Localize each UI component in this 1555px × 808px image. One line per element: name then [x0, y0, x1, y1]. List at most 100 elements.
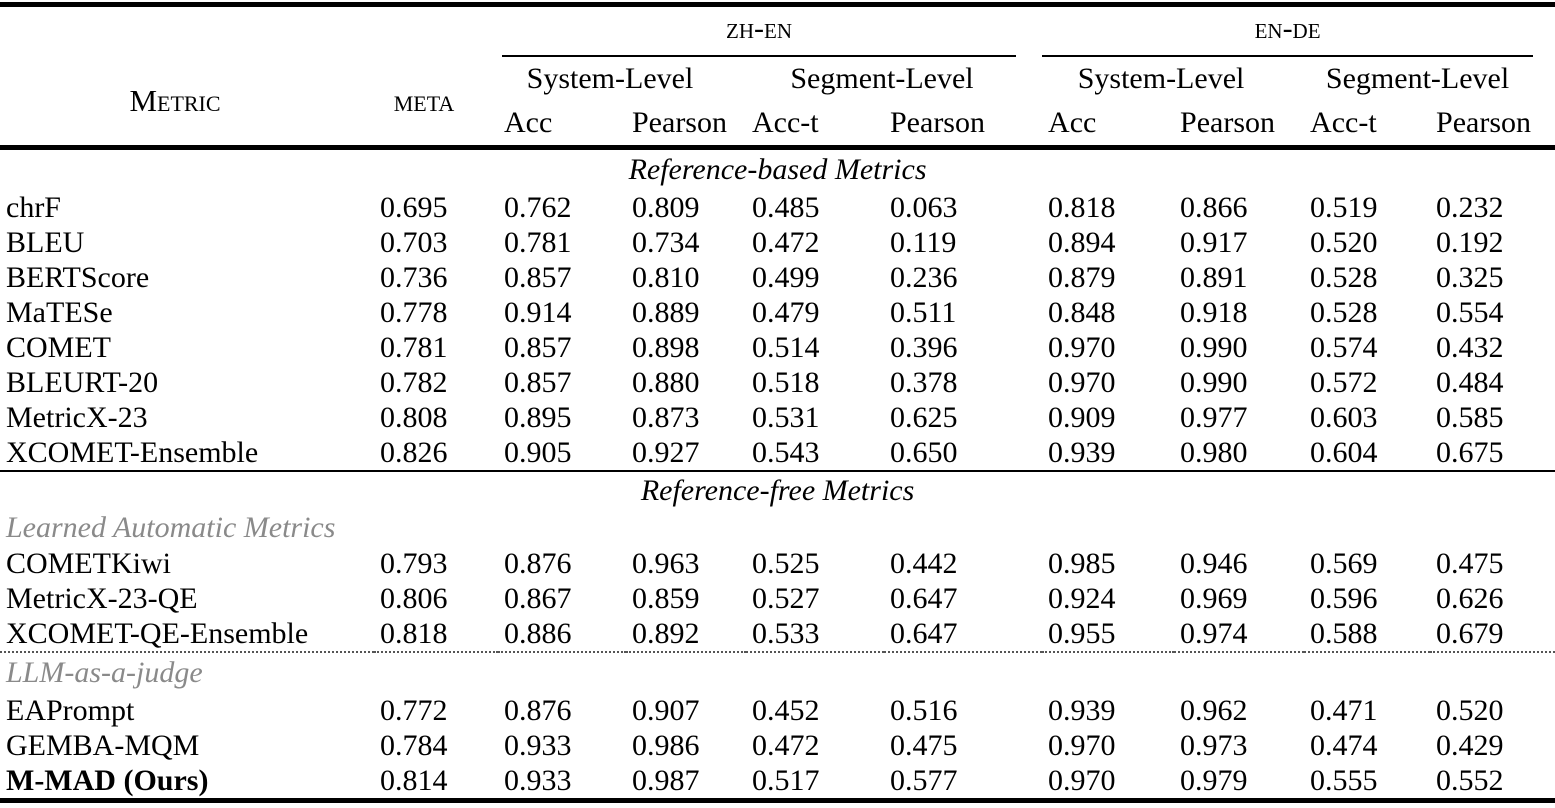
value-cell: 0.963 — [632, 546, 700, 580]
value-cell: 0.378 — [890, 365, 958, 399]
value-cell: 0.939 — [1048, 435, 1116, 469]
value-cell: 0.528 — [1310, 260, 1378, 294]
value-cell: 0.876 — [504, 693, 572, 727]
value-cell: 0.063 — [890, 190, 958, 224]
column-header-meta: meta — [393, 83, 455, 118]
value-cell: 0.236 — [890, 260, 958, 294]
value-cell: 0.917 — [1180, 225, 1248, 259]
value-cell: 0.818 — [380, 616, 448, 650]
metric-name-cell: EAPrompt — [6, 693, 135, 727]
value-cell: 0.533 — [752, 616, 820, 650]
value-cell: 0.647 — [890, 581, 958, 615]
value-cell: 0.907 — [632, 693, 700, 727]
value-cell: 0.955 — [1048, 616, 1116, 650]
value-cell: 0.572 — [1310, 365, 1378, 399]
value-cell: 0.519 — [1310, 190, 1378, 224]
value-cell: 0.990 — [1180, 365, 1248, 399]
table-row: MetricX-23 0.808 0.895 0.873 0.531 0.625 0.909… — [0, 400, 1555, 435]
table-row: XCOMET-QE-Ensemble 0.818 0.886 0.892 0.533 0.… — [0, 616, 1555, 652]
table-row: MetricX-23-QE 0.806 0.867 0.859 0.527 0.647 0.… — [0, 581, 1555, 616]
value-cell: 0.973 — [1180, 728, 1248, 762]
value-cell: 0.588 — [1310, 616, 1378, 650]
metric-name-cell: chrF — [6, 190, 61, 224]
subsection-label: Learned Automatic Metrics — [6, 511, 336, 544]
value-cell: 0.675 — [1436, 435, 1504, 469]
value-cell: 0.772 — [380, 693, 448, 727]
value-cell: 0.429 — [1436, 728, 1504, 762]
value-cell: 0.484 — [1436, 365, 1504, 399]
metric-name-cell: BLEU — [6, 225, 85, 259]
de-segment-level-header: Segment-Level — [1325, 62, 1510, 95]
value-cell: 0.857 — [504, 365, 572, 399]
value-cell: 0.962 — [1180, 693, 1248, 727]
value-cell: 0.859 — [632, 581, 700, 615]
value-cell: 0.969 — [1180, 581, 1248, 615]
value-cell: 0.891 — [1180, 260, 1248, 294]
value-cell: 0.528 — [1310, 295, 1378, 329]
value-cell: 0.866 — [1180, 190, 1248, 224]
value-cell: 0.734 — [632, 225, 700, 259]
group-header-en-de: en-de — [1042, 5, 1555, 57]
value-cell: 0.985 — [1048, 546, 1116, 580]
value-cell: 0.679 — [1436, 616, 1504, 650]
value-cell: 0.703 — [380, 225, 448, 259]
value-cell: 0.514 — [752, 330, 820, 364]
value-cell: 0.939 — [1048, 693, 1116, 727]
value-cell: 0.793 — [380, 546, 448, 580]
value-cell: 0.232 — [1436, 190, 1504, 224]
value-cell: 0.886 — [504, 616, 572, 650]
section-title: Reference-free Metrics — [0, 470, 1555, 510]
section-title-row: Reference-based Metrics — [0, 148, 1555, 191]
group-label-zh-en: zh-en — [502, 12, 1017, 57]
section-title-row: Reference-free Metrics — [0, 470, 1555, 510]
table-header: zh-en en-de Metric meta System-Level Seg… — [0, 5, 1555, 148]
value-cell: 0.520 — [1310, 225, 1378, 259]
table-row: GEMBA-MQM 0.784 0.933 0.986 0.472 0.475 0.970 0… — [0, 728, 1555, 763]
group-header-zh-en: zh-en — [498, 5, 1042, 57]
group-label-en-de: en-de — [1042, 12, 1534, 57]
value-cell: 0.895 — [504, 400, 572, 434]
value-cell: 0.808 — [380, 400, 448, 434]
table-row: COMET 0.781 0.857 0.898 0.514 0.396 0.970 0.990… — [0, 330, 1555, 365]
header-spacer — [0, 5, 498, 58]
value-cell: 0.695 — [380, 190, 448, 224]
value-cell: 0.974 — [1180, 616, 1248, 650]
metric-name-cell: COMET — [6, 330, 111, 364]
value-cell: 0.778 — [380, 295, 448, 329]
value-cell: 0.525 — [752, 546, 820, 580]
column-header-metric: Metric — [129, 83, 221, 118]
value-cell: 0.980 — [1180, 435, 1248, 469]
value-cell: 0.475 — [890, 728, 958, 762]
value-cell: 0.909 — [1048, 400, 1116, 434]
value-cell: 0.876 — [504, 546, 572, 580]
value-cell: 0.781 — [504, 225, 572, 259]
value-cell: 0.554 — [1436, 295, 1504, 329]
value-cell: 0.520 — [1436, 693, 1504, 727]
metric-name-cell: MetricX-23 — [6, 400, 148, 434]
value-cell: 0.933 — [504, 728, 572, 762]
value-cell: 0.784 — [380, 728, 448, 762]
value-cell: 0.810 — [632, 260, 700, 294]
metric-name-cell: COMETKiwi — [6, 546, 171, 580]
value-cell: 0.650 — [890, 435, 958, 469]
value-cell: 0.848 — [1048, 295, 1116, 329]
value-cell: 0.527 — [752, 581, 820, 615]
value-cell: 0.781 — [380, 330, 448, 364]
value-cell: 0.555 — [1310, 763, 1378, 797]
value-cell: 0.894 — [1048, 225, 1116, 259]
value-cell: 0.970 — [1048, 728, 1116, 762]
table-row: BLEURT-20 0.782 0.857 0.880 0.518 0.378 0.970 0… — [0, 365, 1555, 400]
value-cell: 0.918 — [1180, 295, 1248, 329]
table-row: MaTESe 0.778 0.914 0.889 0.479 0.511 0.848 0.91… — [0, 295, 1555, 330]
value-cell: 0.946 — [1180, 546, 1248, 580]
subsection-label: LLM-as-a-judge — [0, 651, 1555, 693]
value-cell: 0.604 — [1310, 435, 1378, 469]
metric-name-cell: XCOMET-Ensemble — [6, 435, 259, 469]
value-cell: 0.325 — [1436, 260, 1504, 294]
table-row: BLEU 0.703 0.781 0.734 0.472 0.119 0.894 0.917 0… — [0, 225, 1555, 260]
value-cell: 0.818 — [1048, 190, 1116, 224]
table-row: XCOMET-Ensemble 0.826 0.905 0.927 0.543 0.650… — [0, 435, 1555, 471]
metric-name-cell: MetricX-23-QE — [6, 581, 198, 615]
value-cell: 0.517 — [752, 763, 820, 797]
value-cell: 0.518 — [752, 365, 820, 399]
